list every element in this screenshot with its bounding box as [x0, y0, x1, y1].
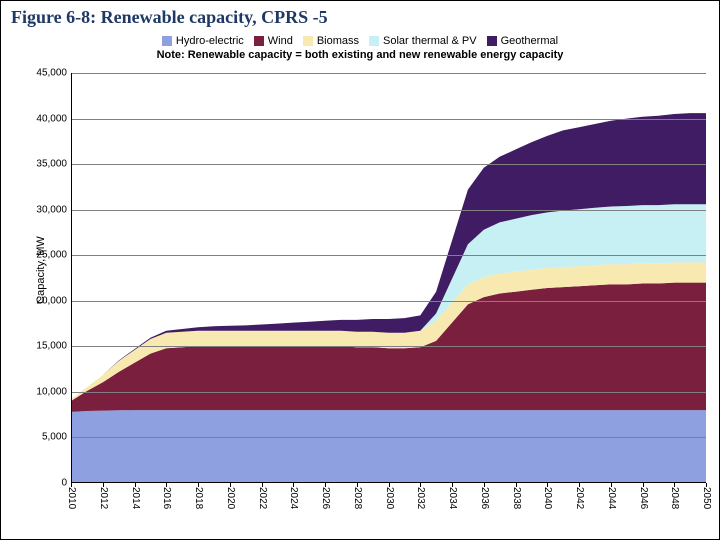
y-tick-label: 10,000	[36, 386, 67, 397]
legend-label: Biomass	[317, 35, 359, 47]
gridline	[71, 392, 706, 393]
x-tick	[643, 483, 644, 487]
x-tick	[71, 483, 72, 487]
legend-label: Solar thermal & PV	[383, 35, 477, 47]
x-tick	[516, 483, 517, 487]
plot-area: 05,00010,00015,00020,00025,00030,00035,0…	[71, 73, 706, 483]
gridline	[71, 210, 706, 211]
y-tick-label: 15,000	[36, 341, 67, 352]
legend-item: Wind	[254, 35, 293, 47]
area-series	[71, 410, 706, 483]
stacked-area-svg	[71, 73, 706, 483]
x-tick	[547, 483, 548, 487]
x-tick-label: 2012	[98, 487, 109, 509]
y-tick-label: 20,000	[36, 295, 67, 306]
x-tick	[452, 483, 453, 487]
x-tick-label: 2044	[606, 487, 617, 509]
x-tick-label: 2022	[257, 487, 268, 509]
x-tick	[420, 483, 421, 487]
y-tick-label: 25,000	[36, 250, 67, 261]
figure-title: Figure 6-8: Renewable capacity, CPRS -5	[11, 7, 328, 28]
x-tick	[293, 483, 294, 487]
x-tick-label: 2020	[225, 487, 236, 509]
x-tick	[484, 483, 485, 487]
gridline	[71, 255, 706, 256]
x-tick	[166, 483, 167, 487]
x-tick	[611, 483, 612, 487]
x-tick-label: 2050	[701, 487, 712, 509]
legend-item: Hydro-electric	[162, 35, 244, 47]
x-tick	[389, 483, 390, 487]
x-tick-label: 2042	[574, 487, 585, 509]
legend-swatch	[369, 36, 379, 46]
legend-swatch	[303, 36, 313, 46]
x-tick-label: 2030	[384, 487, 395, 509]
gridline	[71, 73, 706, 74]
x-tick-label: 2046	[638, 487, 649, 509]
x-tick-label: 2024	[288, 487, 299, 509]
legend-item: Geothermal	[487, 35, 558, 47]
x-tick-label: 2018	[193, 487, 204, 509]
legend: Hydro-electric Wind Biomass Solar thermal &…	[1, 35, 719, 61]
y-tick-label: 5,000	[42, 432, 67, 443]
legend-swatch	[254, 36, 264, 46]
x-tick	[325, 483, 326, 487]
x-tick	[262, 483, 263, 487]
y-tick-label: 45,000	[36, 68, 67, 79]
x-tick-label: 2038	[511, 487, 522, 509]
y-axis-line	[71, 73, 72, 483]
gridline	[71, 301, 706, 302]
legend-row: Hydro-electric Wind Biomass Solar thermal &…	[1, 35, 719, 47]
x-tick-label: 2034	[447, 487, 458, 509]
x-tick-label: 2016	[161, 487, 172, 509]
x-tick	[230, 483, 231, 487]
x-tick	[103, 483, 104, 487]
figure-container: Figure 6-8: Renewable capacity, CPRS -5 …	[0, 0, 720, 540]
x-tick-label: 2026	[320, 487, 331, 509]
chart-note: Note: Renewable capacity = both existing…	[1, 49, 719, 61]
x-tick-label: 2010	[66, 487, 77, 509]
x-tick	[579, 483, 580, 487]
x-tick-label: 2028	[352, 487, 363, 509]
x-tick-label: 2014	[130, 487, 141, 509]
legend-swatch	[487, 36, 497, 46]
gridline	[71, 437, 706, 438]
y-axis-label: Capacity, MW	[35, 236, 47, 304]
x-tick	[198, 483, 199, 487]
legend-item: Solar thermal & PV	[369, 35, 477, 47]
legend-label: Hydro-electric	[176, 35, 244, 47]
x-tick	[674, 483, 675, 487]
legend-item: Biomass	[303, 35, 359, 47]
x-tick	[706, 483, 707, 487]
x-tick	[357, 483, 358, 487]
x-tick	[135, 483, 136, 487]
y-tick-label: 30,000	[36, 204, 67, 215]
gridline	[71, 164, 706, 165]
y-tick-label: 35,000	[36, 159, 67, 170]
legend-label: Geothermal	[501, 35, 558, 47]
x-tick-label: 2048	[669, 487, 680, 509]
x-tick-label: 2040	[542, 487, 553, 509]
x-tick-label: 2036	[479, 487, 490, 509]
y-tick-label: 40,000	[36, 113, 67, 124]
gridline	[71, 346, 706, 347]
gridline	[71, 119, 706, 120]
legend-label: Wind	[268, 35, 293, 47]
legend-swatch	[162, 36, 172, 46]
x-tick-label: 2032	[415, 487, 426, 509]
